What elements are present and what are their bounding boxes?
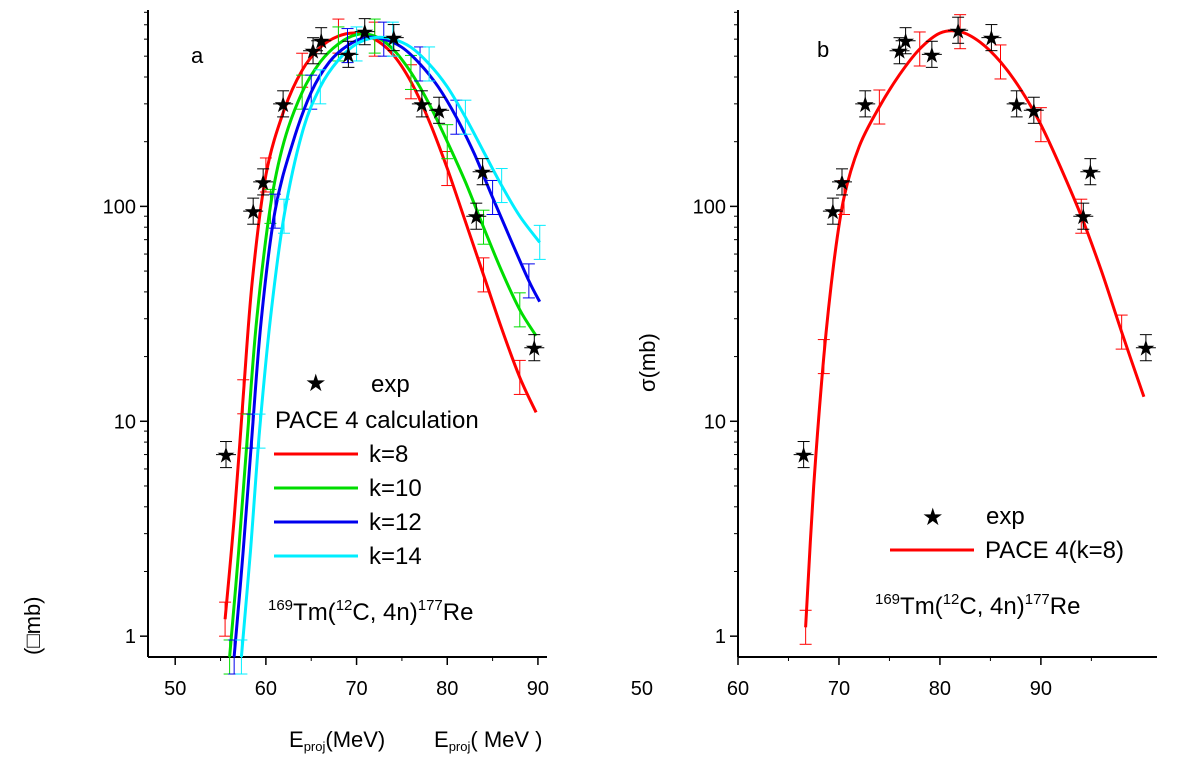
reaction-b-product: Re	[1050, 593, 1081, 620]
x-tick-label: 60	[255, 678, 277, 700]
panel-a-y-axis-title: (□mb)	[20, 596, 45, 655]
exp-data-point: ★	[1073, 204, 1093, 229]
exp-data-point: ★	[832, 170, 852, 195]
reaction-b-channel: C, 4n)	[959, 593, 1024, 620]
x-axis-title-1: Eproj(MeV)	[289, 727, 385, 754]
reaction-b-target-mass: 169	[875, 591, 900, 608]
exp-data-point: ★	[823, 199, 843, 224]
exp-data-point: ★	[216, 443, 236, 468]
x-tick-label: 80	[436, 678, 458, 700]
exp-data-point: ★	[303, 39, 323, 64]
exp-data-point: ★	[339, 42, 359, 67]
y-tick-label: 10	[114, 411, 136, 433]
panel-b-axes: 60 70 80 90 1 10 100	[693, 10, 1157, 700]
reaction-a-target: Tm(	[293, 599, 336, 626]
x-axis-title-2-main: E	[434, 727, 449, 752]
y-tick-label: 100	[693, 196, 726, 218]
legend-exp-star-icon: ★	[305, 370, 327, 397]
reaction-a-target-mass: 169	[268, 597, 293, 614]
x-tick-label: 50	[164, 678, 186, 700]
exp-data-point: ★	[1136, 336, 1156, 361]
y-tick-label: 10	[704, 411, 726, 433]
exp-data-point: ★	[273, 92, 293, 117]
series-line-k-14	[239, 35, 541, 658]
exp-data-point: ★	[948, 18, 968, 43]
x-tick-label: 60	[727, 678, 749, 700]
series-line-pace-4-k-8-	[804, 29, 1146, 628]
x-tick-label: 80	[929, 678, 951, 700]
legend-b-exp-label: exp	[986, 503, 1025, 530]
legend-k12-label: k=12	[369, 509, 422, 536]
exp-data-point: ★	[1080, 160, 1100, 185]
x-axis-title-2-tail: ( MeV )	[470, 727, 542, 752]
panel-a-series	[219, 18, 546, 675]
y-tick-label: 1	[125, 626, 136, 648]
exp-data-point: ★	[253, 170, 273, 195]
x-axis-title-1-main: E	[289, 727, 304, 752]
panel-b-legend: ★ exp PACE 4(k=8)	[890, 503, 1124, 564]
exp-data-point: ★	[890, 39, 910, 64]
panel-b-y-axis-title: σ(mb)	[635, 333, 660, 392]
x-tick-label: 90	[527, 678, 549, 700]
panel-a-experimental-points: ★★★★★★★★ ★★★★★★	[215, 18, 545, 469]
exp-data-point: ★	[384, 26, 404, 51]
x-axis-title-1-sub: proj	[304, 739, 326, 754]
exp-data-point: ★	[311, 29, 331, 54]
panel-a-letter: a	[191, 43, 204, 68]
legend-b-exp-star-icon: ★	[922, 504, 944, 531]
panel-b-reaction-label: 169Tm(12C, 4n)177Re	[875, 591, 1080, 620]
x-axis-title-1-tail: (MeV)	[325, 727, 385, 752]
x-axis-title-2-sub: proj	[449, 739, 471, 754]
reaction-a-product: Re	[443, 599, 474, 626]
exp-data-point: ★	[1007, 92, 1027, 117]
series-line-k-8	[223, 31, 538, 620]
exp-data-point: ★	[524, 336, 544, 361]
x-tick-label: 90	[1030, 678, 1052, 700]
y-tick-label: 100	[103, 196, 136, 218]
panel-a-reaction-label: 169Tm(12C, 4n)177Re	[268, 597, 473, 626]
exp-data-point: ★	[896, 29, 916, 54]
legend-k14-label: k=14	[369, 543, 422, 570]
exp-data-point: ★	[355, 20, 375, 45]
x-tick-label: 70	[828, 678, 850, 700]
reaction-a-projectile-mass: 12	[336, 597, 353, 614]
panel-b-experimental-points: ★★★★★★★★ ★★★★★★	[793, 16, 1156, 469]
exp-data-point: ★	[982, 26, 1002, 51]
exp-data-point: ★	[412, 92, 432, 117]
legend-calc-title: PACE 4 calculation	[275, 407, 479, 434]
exp-data-point: ★	[1024, 98, 1044, 123]
exp-data-point: ★	[922, 42, 942, 67]
stray-x-tick-label: 50	[631, 678, 653, 700]
exp-data-point: ★	[855, 92, 875, 117]
exp-data-point: ★	[794, 443, 814, 468]
reaction-b-target: Tm(	[900, 593, 943, 620]
exp-data-point: ★	[466, 204, 486, 229]
panel-a-legend: ★ exp PACE 4 calculation k=8 k=10 k=12 k…	[274, 370, 479, 570]
series-line-k-10	[228, 32, 538, 658]
legend-exp-label: exp	[371, 371, 410, 398]
reaction-b-projectile-mass: 12	[943, 591, 960, 608]
y-tick-label: 1	[715, 626, 726, 648]
exp-data-point: ★	[473, 160, 493, 185]
x-tick-label: 70	[345, 678, 367, 700]
reaction-a-product-mass: 177	[418, 597, 443, 614]
reaction-b-product-mass: 177	[1025, 591, 1050, 608]
panel-b-letter: b	[817, 37, 829, 62]
x-axis-title-2: Eproj( MeV )	[434, 727, 543, 754]
exp-data-point: ★	[243, 199, 263, 224]
exp-data-point: ★	[429, 98, 449, 123]
reaction-a-channel: C, 4n)	[352, 599, 417, 626]
legend-k8-label: k=8	[369, 441, 408, 468]
legend-k10-label: k=10	[369, 475, 422, 502]
panel-b-series	[799, 14, 1146, 645]
legend-b-pace-label: PACE 4(k=8)	[985, 537, 1124, 564]
panel-a-axes: 50 60 70 80 90 1 10 100	[103, 10, 549, 700]
